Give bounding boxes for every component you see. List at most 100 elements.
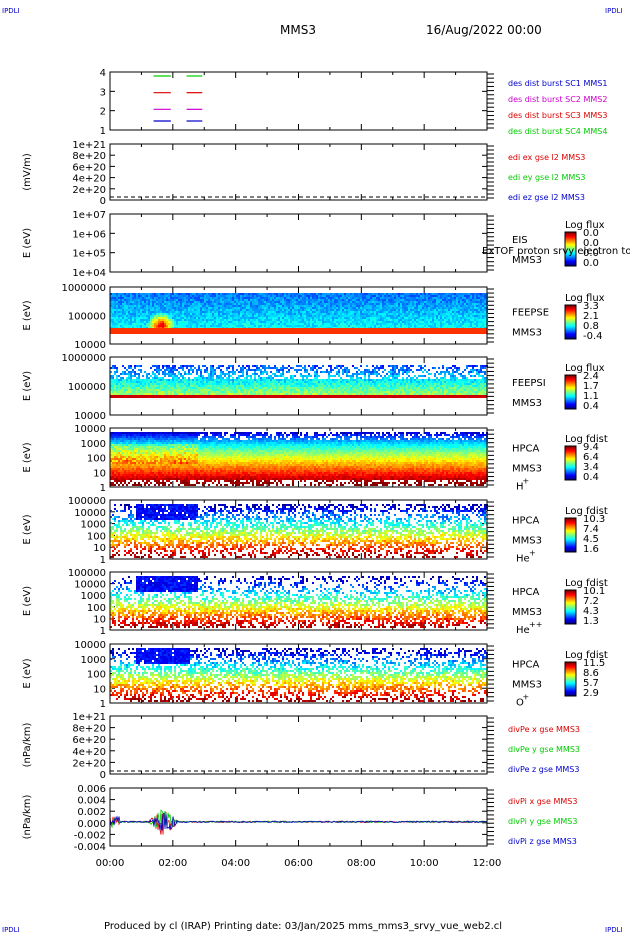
- spectro-cell: [428, 307, 430, 309]
- spectro-cell: [124, 387, 126, 389]
- spectro-cell: [118, 379, 120, 381]
- spectro-cell: [308, 323, 310, 325]
- spectro-cell: [196, 381, 198, 383]
- spectro-cell: [256, 323, 258, 325]
- spectro-cell: [300, 317, 302, 319]
- spectro-cell: [350, 305, 352, 307]
- spectro-cell: [400, 317, 402, 319]
- spectro-cell: [160, 325, 162, 327]
- spectro-cell: [202, 365, 204, 367]
- spectro-cell: [376, 303, 378, 305]
- spectro-cell: [416, 307, 418, 309]
- spectro-cell: [262, 319, 264, 321]
- spectro-cell: [438, 313, 440, 315]
- spectro-cell: [208, 389, 210, 391]
- spectro-cell: [220, 297, 222, 299]
- spectro-cell: [148, 293, 150, 295]
- spectro-cell: [156, 317, 158, 319]
- spectro-cell: [194, 309, 196, 311]
- spectro-cell: [230, 389, 232, 391]
- spectro-cell: [138, 303, 140, 305]
- spectro-cell: [222, 325, 224, 327]
- spectro-cell: [118, 307, 120, 309]
- spectro-cell: [304, 317, 306, 319]
- spectro-cell: [424, 309, 426, 311]
- spectro-cell: [184, 371, 186, 373]
- spectro-cell: [352, 307, 354, 309]
- spectro-cell: [342, 307, 344, 309]
- spectro-cell: [276, 297, 278, 299]
- spectro-cell: [192, 313, 194, 315]
- spectro-cell: [174, 323, 176, 325]
- spectro-cell: [326, 313, 328, 315]
- spectro-cell: [416, 301, 418, 303]
- spectro-cell: [176, 315, 178, 317]
- spectro-cell: [278, 309, 280, 311]
- spectro-cell: [178, 295, 180, 297]
- spectro-cell: [128, 371, 130, 373]
- spectro-cell: [172, 389, 174, 391]
- spectro-cell: [234, 313, 236, 315]
- spectro-cell: [304, 311, 306, 313]
- spectro-cell: [340, 323, 342, 325]
- spectro-cell: [438, 323, 440, 325]
- spectro-cell: [296, 315, 298, 317]
- spectro-cell: [170, 315, 172, 317]
- spectro-cell: [308, 303, 310, 305]
- spectro-cell: [298, 309, 300, 311]
- spectro-cell: [460, 313, 462, 315]
- spectro-cell: [398, 295, 400, 297]
- spectro-cell: [136, 385, 138, 387]
- colorbar-cell: [565, 312, 576, 314]
- spectro-cell: [192, 385, 194, 387]
- spectro-cell: [122, 315, 124, 317]
- spectro-cell: [388, 309, 390, 311]
- spectro-cell: [148, 295, 150, 297]
- spectro-cell: [154, 379, 156, 381]
- spectro-cell: [386, 325, 388, 327]
- spectro-cell: [198, 307, 200, 309]
- spectro-cell: [292, 307, 294, 309]
- spectro-cell: [116, 305, 118, 307]
- spectro-cell: [230, 315, 232, 317]
- spectro-cell: [136, 309, 138, 311]
- spectro-cell: [472, 321, 474, 323]
- spectro-cell: [168, 365, 170, 367]
- spectro-cell: [214, 319, 216, 321]
- spectro-cell: [480, 309, 482, 311]
- spectro-cell: [444, 307, 446, 309]
- spectro-cell: [124, 297, 126, 299]
- spectro-cell: [434, 293, 436, 295]
- spectro-cell: [292, 321, 294, 323]
- spectro-cell: [122, 371, 124, 373]
- spectro-cell: [406, 319, 408, 321]
- spectro-cell: [484, 297, 486, 299]
- spectro-cell: [220, 323, 222, 325]
- spectro-cell: [142, 381, 144, 383]
- spectro-cell: [354, 297, 356, 299]
- spectro-cell: [426, 303, 428, 305]
- spectro-cell: [250, 315, 252, 317]
- spectro-cell: [254, 319, 256, 321]
- spectro-cell: [454, 317, 456, 319]
- spectro-cell: [148, 309, 150, 311]
- spectro-cell: [150, 297, 152, 299]
- spectro-cell: [430, 307, 432, 309]
- spectro-cell: [134, 325, 136, 327]
- spectro-cell: [346, 321, 348, 323]
- spectro-cell: [436, 309, 438, 311]
- spectro-cell: [420, 307, 422, 309]
- spectro-cell: [344, 311, 346, 313]
- spectro-cell: [148, 389, 150, 391]
- spectro-cell: [480, 295, 482, 297]
- spectro-cell: [244, 311, 246, 313]
- spectro-cell: [134, 301, 136, 303]
- spectro-cell: [192, 387, 194, 389]
- spectro-cell: [382, 299, 384, 301]
- spectro-cell: [184, 295, 186, 297]
- spectro-cell: [348, 293, 350, 295]
- spectro-cell: [156, 325, 158, 327]
- spectro-cell: [364, 313, 366, 315]
- spectro-cell: [190, 309, 192, 311]
